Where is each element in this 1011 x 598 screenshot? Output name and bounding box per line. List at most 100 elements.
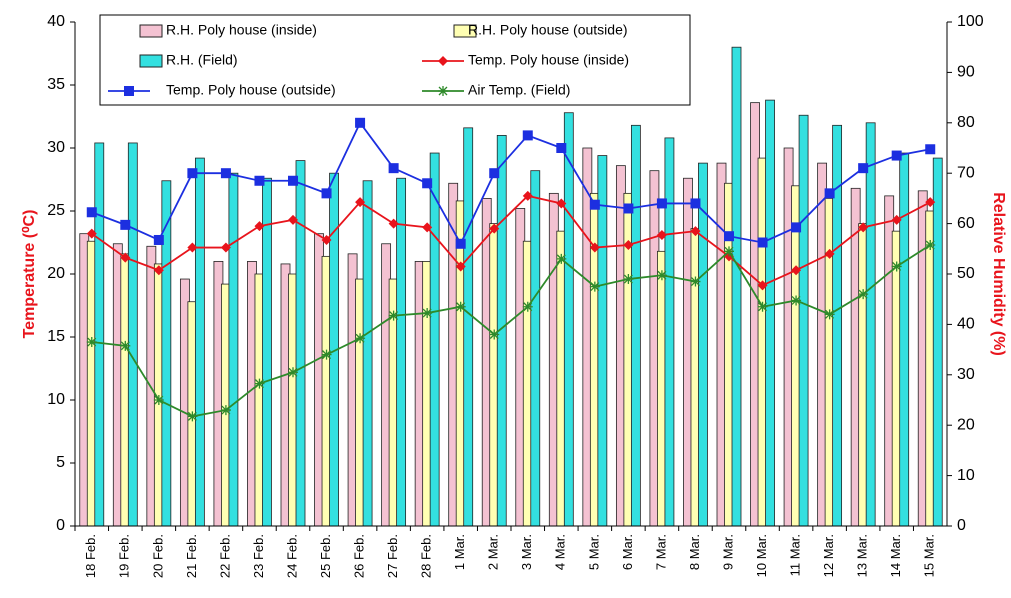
point: [656, 229, 667, 240]
x-tick-label: 19 Feb.: [117, 534, 132, 578]
y-tick-label: 5: [56, 454, 65, 471]
x-tick-label: 22 Feb.: [217, 534, 232, 578]
point: [220, 405, 231, 416]
point: [489, 329, 500, 340]
point: [120, 219, 131, 230]
x-tick-label: 8 Mar.: [687, 534, 702, 570]
point: [422, 178, 433, 189]
legend-swatch: [453, 24, 477, 38]
bar: [698, 162, 708, 527]
point: [925, 240, 936, 251]
x-tick-label: 9 Mar.: [720, 534, 735, 570]
bar: [530, 170, 541, 527]
point: [690, 226, 701, 237]
point: [288, 175, 298, 186]
y-tick-label: 20: [47, 265, 65, 282]
point: [724, 231, 734, 242]
bar: [94, 142, 105, 527]
legend-label: Temp. Poly house (outside): [166, 82, 336, 98]
bar: [362, 180, 373, 527]
point: [556, 253, 567, 264]
x-tick-label: 4 Mar.: [553, 534, 568, 570]
point: [556, 198, 567, 209]
point: [220, 168, 231, 179]
y-tick-label: 35: [47, 76, 65, 93]
point: [757, 280, 768, 291]
y-tick-label: 30: [47, 139, 65, 156]
y2-tick-label: 100: [957, 13, 984, 30]
point: [321, 188, 332, 199]
point: [522, 130, 533, 141]
y2-tick-label: 20: [957, 416, 975, 433]
legend-box: [99, 14, 691, 106]
point: [656, 198, 667, 209]
point: [623, 274, 634, 285]
x-tick-label: 2 Mar.: [486, 534, 501, 570]
point: [556, 143, 567, 153]
x-tick-label: 26 Feb.: [352, 534, 367, 578]
x-tick-label: 13 Mar.: [855, 534, 870, 577]
point: [690, 276, 701, 287]
y2-axis-title: Relative Humidity (%): [990, 192, 1007, 356]
point: [422, 308, 433, 319]
line: [91, 194, 931, 287]
point: [86, 337, 97, 348]
bar: [563, 112, 574, 527]
point: [288, 214, 298, 225]
point: [858, 289, 869, 300]
x-tick-label: 23 Feb.: [251, 534, 266, 578]
line: [91, 244, 931, 418]
point: [153, 234, 164, 245]
x-tick-label: 11 Mar.: [788, 534, 803, 576]
legend-marker: [438, 86, 448, 96]
y2-tick-label: 70: [957, 164, 975, 181]
point: [153, 265, 164, 276]
y-tick-label: 25: [47, 202, 65, 219]
legend-label: Air Temp. (Field): [468, 82, 570, 98]
point: [858, 163, 869, 174]
legend-swatch: [139, 24, 163, 38]
x-tick-label: 20 Feb.: [150, 534, 165, 578]
x-tick-label: 7 Mar.: [653, 534, 668, 570]
legend: R.H. Poly house (inside) R.H. Poly house …: [99, 14, 691, 106]
bar: [262, 177, 272, 527]
point: [220, 242, 231, 253]
point: [589, 199, 600, 210]
point: [791, 265, 802, 276]
bar: [798, 114, 809, 527]
legend-marker: [124, 86, 134, 96]
point: [86, 207, 97, 218]
bar: [194, 157, 205, 527]
x-tick-label: 18 Feb.: [83, 534, 98, 578]
point: [254, 378, 265, 389]
point: [925, 144, 936, 155]
point: [86, 228, 97, 239]
y2-tick-label: 80: [957, 114, 975, 131]
point: [153, 395, 164, 405]
point: [187, 168, 198, 179]
line: [91, 121, 931, 246]
point: [355, 117, 366, 128]
point: [589, 281, 600, 292]
x-tick-label: 12 Mar.: [821, 534, 836, 577]
point: [891, 214, 902, 225]
y2-tick-label: 90: [957, 64, 975, 81]
point: [824, 248, 835, 259]
legend-label: R.H. Poly house (outside): [468, 22, 628, 38]
x-tick-label: 25 Feb.: [318, 534, 333, 578]
legend-label: R.H. Poly house (inside): [166, 22, 317, 38]
point: [187, 411, 198, 422]
point: [388, 218, 399, 229]
x-tick-label: 6 Mar.: [620, 534, 635, 570]
x-tick-label: 3 Mar.: [519, 534, 534, 570]
bar: [295, 160, 306, 527]
y2-tick-label: 30: [957, 366, 975, 383]
y-axis-title: Temperature (⁰C): [21, 210, 38, 339]
x-tick-label: 28 Feb.: [419, 534, 434, 578]
point: [120, 252, 131, 263]
bar: [865, 122, 876, 527]
point: [589, 242, 600, 253]
x-tick-label: 1 Mar.: [452, 534, 467, 570]
y2-tick-label: 10: [957, 467, 975, 484]
point: [623, 203, 634, 214]
